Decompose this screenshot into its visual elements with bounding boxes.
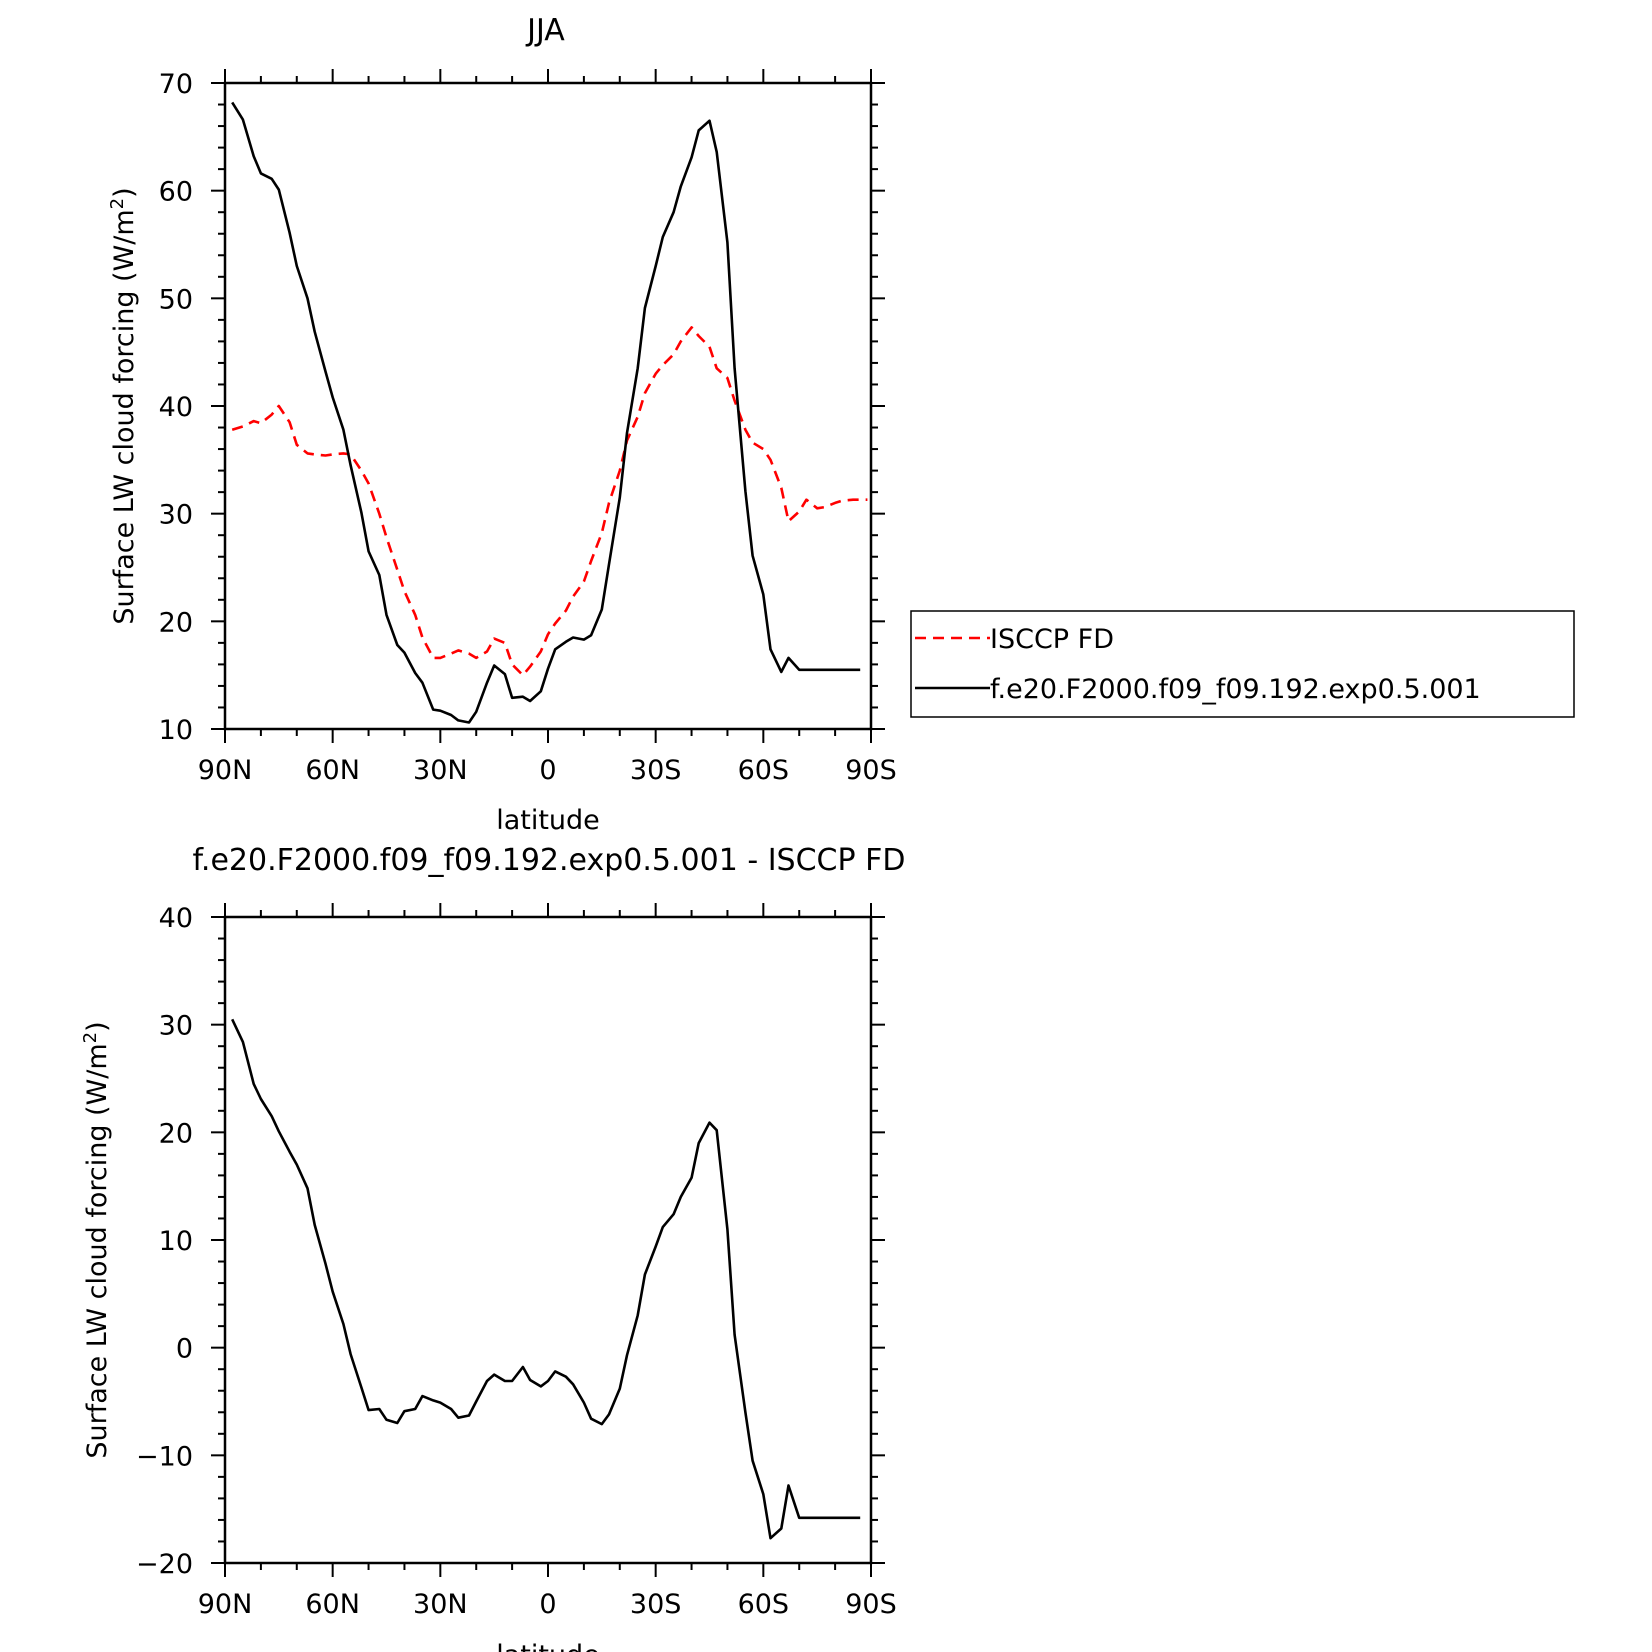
top-y-tick-label: 60 [159,177,193,208]
top-series-line-1 [231,101,861,724]
legend-label-model: f.e20.F2000.f09_f09.192.exp0.5.001 [990,674,1481,705]
bottom-chart-title: f.e20.F2000.f09_f09.192.exp0.5.001 - ISC… [193,843,906,878]
top-y-tick-label: 70 [159,69,193,100]
top-panel: JJA 10 20 30 40 50 60 70 90N 60N 30N 0 30S 60S 90S la… [107,13,1575,836]
top-series-line-0 [231,326,868,677]
bottom-y-tick-label: 40 [159,903,193,934]
bottom-x-tick-label: 90S [845,1589,897,1620]
bottom-y-tick-label: 20 [159,1118,193,1149]
top-x-tick-label: 0 [539,755,556,786]
bottom-x-tick-label: 30S [630,1589,682,1620]
legend-label-isccp: ISCCP FD [990,624,1114,655]
top-y-tick-label: 20 [159,607,193,638]
top-x-tick-label: 30S [630,755,682,786]
top-y-tick-label: 30 [159,500,193,531]
bottom-y-axis-label: Surface LW cloud forcing (W/m2) [80,1021,114,1458]
bottom-y-tick-label: 10 [159,1226,193,1257]
bottom-x-tick-label: 0 [539,1589,556,1620]
bottom-x-tick-label: 60N [305,1589,360,1620]
bottom-x-tick-label: 90N [198,1589,253,1620]
top-plot-area: 10 20 30 40 50 60 70 90N 60N 30N 0 30S 60S 90S [159,69,897,786]
bottom-plot-frame [223,915,873,1565]
bottom-series-line-0 [231,1018,861,1540]
top-y-tick-label: 40 [159,392,193,423]
top-chart-title: JJA [525,13,565,48]
top-y-axis-label: Surface LW cloud forcing (W/m2) [107,187,141,624]
bottom-x-axis-label: latitude [496,1640,600,1652]
bottom-y-tick-label: −20 [136,1549,193,1580]
top-plot-frame [223,81,873,731]
bottom-x-tick-label: 60S [738,1589,790,1620]
top-x-tick-label: 30N [413,755,468,786]
bottom-x-tick-label: 30N [413,1589,468,1620]
bottom-y-tick-label: 0 [176,1334,193,1365]
legend-box [910,610,1575,718]
bottom-panel: f.e20.F2000.f09_f09.192.exp0.5.001 - ISC… [80,843,906,1652]
bottom-y-tick-label: −10 [136,1441,193,1472]
top-x-tick-label: 60N [305,755,360,786]
top-y-tick-label: 50 [159,284,193,315]
top-x-tick-label: 90N [198,755,253,786]
bottom-plot-area: −20 −10 0 10 20 30 40 90N 60N 30N 0 30S 60S 90S [136,903,897,1620]
top-y-tick-label: 10 [159,715,193,746]
top-legend: ISCCP FD f.e20.F2000.f09_f09.192.exp0.5.… [910,610,1575,718]
top-x-tick-label: 90S [845,755,897,786]
top-x-tick-label: 60S [738,755,790,786]
top-x-axis-label: latitude [496,805,600,836]
bottom-y-tick-label: 30 [159,1011,193,1042]
